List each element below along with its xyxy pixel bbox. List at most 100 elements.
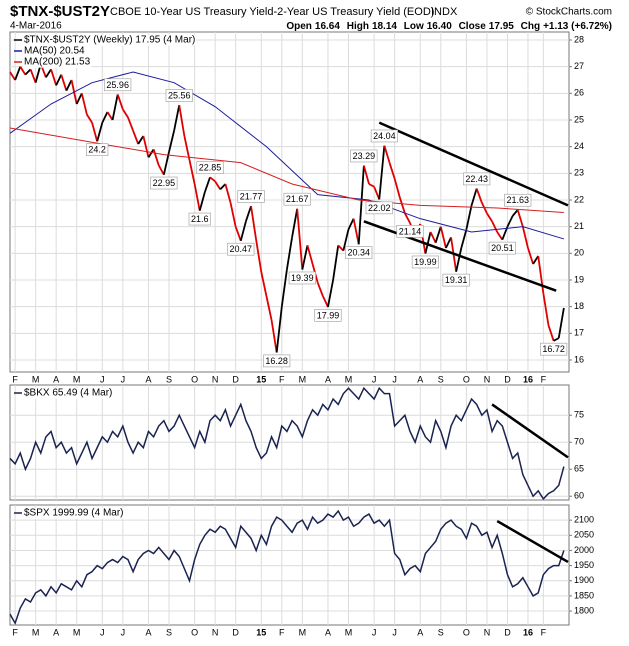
price-segment [219,183,227,190]
x-tick-label: J [121,627,126,637]
y-tick-label: 16 [574,354,584,364]
annotation-box [411,255,439,269]
x-tick-label: O [463,374,470,384]
x-tick-label: M [299,374,307,384]
annotation-label: 20.51 [491,243,514,253]
quote-value: 16.64 [315,21,340,32]
y-tick-label: 20 [574,248,584,258]
annotation-box [237,190,265,203]
price-segment [429,231,437,244]
price-segment [475,188,483,203]
price-segment [368,183,375,188]
y-tick-label: 60 [574,491,584,501]
legend-box [23,387,114,399]
price-segment [398,197,406,214]
y-tick-label: 1900 [574,575,594,585]
x-tick-label: N [212,627,219,637]
price-segment [275,306,283,353]
price-segment [65,79,73,92]
price-segment [542,293,550,326]
quote-label: Low [404,21,424,32]
legend-label: MA(200) 21.53 [24,57,91,68]
annotation-label: 25.96 [106,80,129,90]
price-segment [204,177,211,193]
annotation-box [504,193,532,207]
x-tick-label: A [325,627,331,637]
y-tick-label: 70 [574,437,584,447]
x-tick-label: O [463,627,470,637]
price-segment [537,255,545,294]
date: 4-Mar-2016 [10,21,62,32]
price-segment [106,111,114,121]
quote-value: +1.13 (+6.72%) [543,21,612,32]
price-segment [60,74,68,91]
price-segment [455,247,463,272]
quote-value: 18.14 [372,21,397,32]
chart-title: $TNX-$UST2Y [10,3,110,20]
exchange: INDX [431,6,458,18]
price-segment [45,68,52,78]
y-tick-label: 22 [574,194,584,204]
price-segment [332,245,340,281]
price-segment [162,151,170,175]
price-segment [291,208,299,238]
price-segment [234,226,242,242]
price-segment [250,205,258,241]
moving-average [9,127,564,214]
y-tick-label: 17 [574,328,584,338]
price-segment [55,74,63,86]
price-segment [224,183,232,203]
price-segment [183,135,191,161]
annotation-label: 16.72 [542,344,565,354]
x-tick-label: A [325,374,331,384]
x-tick-label: A [145,627,151,637]
quote-value: 16.40 [427,21,452,32]
x-tick-label: M [32,374,40,384]
annotation-box [150,176,178,190]
annotation-box [263,354,291,368]
price-segment [445,236,452,249]
price-segment [286,237,293,270]
price-segment [127,117,134,131]
annotation-label: 21.67 [286,194,309,204]
annotation-label: 17.99 [317,310,340,320]
price-segment [80,93,88,115]
annotation-label: 19.39 [291,273,314,283]
x-tick-label: 16 [523,627,533,637]
y-tick-label: 27 [574,61,584,71]
annotation-box [365,201,393,215]
legend-label: $SPX 1999.99 (4 Mar) [24,508,124,519]
price-segment [532,255,539,265]
price-segment [96,122,104,142]
x-tick-label: A [417,374,423,384]
price-segment [383,145,391,163]
annotation-box [463,172,491,186]
annotation-box [188,212,211,226]
price-segment [147,148,155,158]
annotation-box [288,271,316,285]
y-tick-label: 1850 [574,590,594,600]
price-segment [547,325,555,342]
x-tick-label: M [345,374,353,384]
price-segment [553,337,560,342]
x-tick-label: F [12,374,18,384]
quote-label: Chg [521,21,540,32]
price-segment [424,231,432,254]
x-tick-label: 15 [256,627,266,637]
x-tick-label: O [191,374,198,384]
legend-label: $TNX-$UST2Y (Weekly) 17.95 (4 Mar) [24,35,195,46]
annotation-label: 22.43 [465,174,488,184]
legend-box [23,507,125,519]
annotation-label: 24.04 [373,131,396,141]
x-tick-label: N [212,374,219,384]
annotation-box [86,143,109,157]
x-tick-label: N [484,627,491,637]
x-tick-label: M [73,627,81,637]
price-segment [265,295,273,321]
x-tick-label: M [32,627,40,637]
price-segment [14,66,22,81]
price-segment [132,130,140,145]
y-tick-label: 26 [574,88,584,98]
trend-line [378,121,569,207]
annotation-box [540,342,568,356]
